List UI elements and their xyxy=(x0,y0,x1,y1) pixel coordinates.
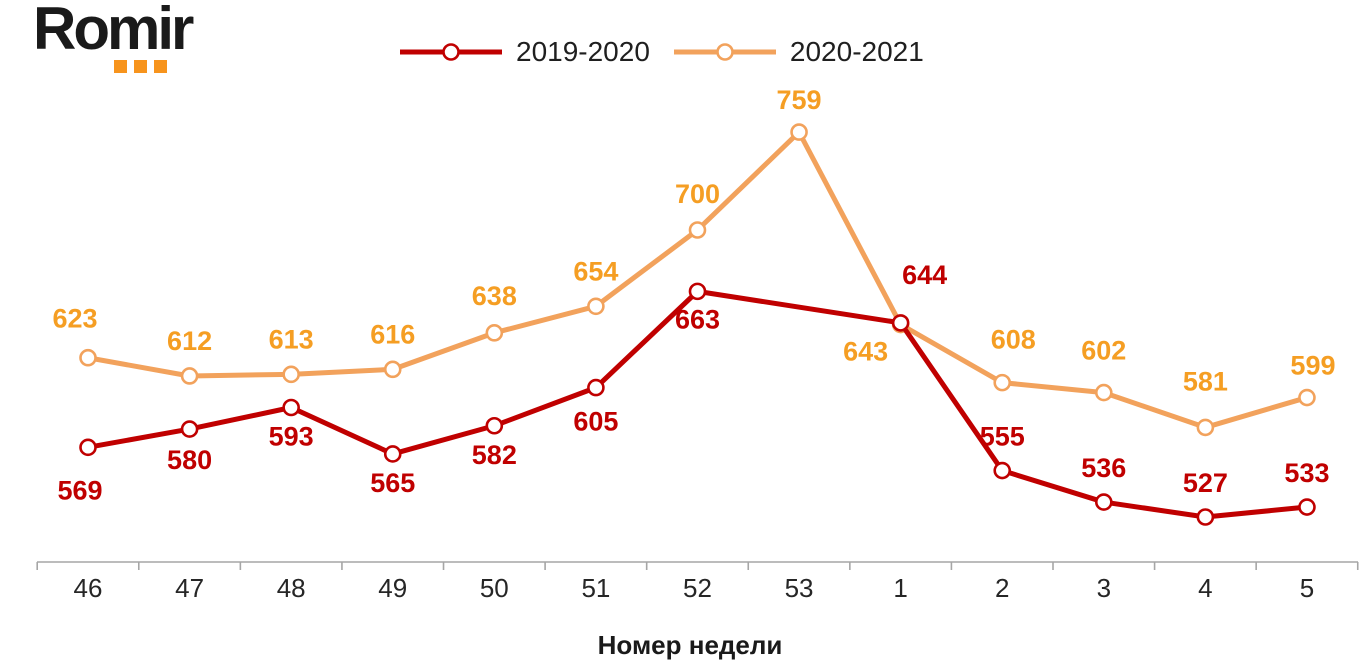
data-label: 580 xyxy=(167,445,212,475)
romir-logo: Romir xyxy=(33,0,194,73)
data-label: 602 xyxy=(1081,336,1126,366)
x-tick-label: 5 xyxy=(1300,573,1314,603)
data-point-marker xyxy=(688,282,707,301)
data-label: 663 xyxy=(675,304,720,334)
data-point-marker xyxy=(587,297,605,316)
x-tick-label: 3 xyxy=(1097,573,1111,603)
romir-logo-text: Romir xyxy=(33,0,194,62)
data-point-marker xyxy=(1095,383,1113,402)
data-label: 533 xyxy=(1284,458,1329,488)
x-tick-label: 50 xyxy=(480,573,509,603)
logo-dot-icon xyxy=(154,60,167,73)
data-label: 700 xyxy=(675,179,720,209)
x-tick-label: 49 xyxy=(378,573,407,603)
data-point-marker xyxy=(1298,498,1316,516)
data-point-marker xyxy=(180,420,199,438)
data-label: 565 xyxy=(370,468,415,498)
data-label: 582 xyxy=(472,440,517,470)
data-label: 643 xyxy=(843,337,888,367)
data-point-marker xyxy=(79,348,97,367)
legend-line-marker-icon xyxy=(400,43,502,61)
data-point-marker xyxy=(790,123,808,141)
data-point-marker xyxy=(587,378,605,397)
data-point-marker xyxy=(1095,493,1113,511)
data-label: 759 xyxy=(777,85,822,115)
data-point-marker xyxy=(282,365,300,384)
series-line-2020-2021 xyxy=(85,129,1310,430)
data-label: 599 xyxy=(1290,351,1335,381)
data-label: 608 xyxy=(991,325,1036,355)
data-label: 638 xyxy=(472,281,517,311)
data-point-marker xyxy=(891,314,910,332)
data-label: 612 xyxy=(167,326,212,356)
series-line-2019-2020 xyxy=(85,288,1310,520)
data-point-marker xyxy=(993,373,1012,392)
data-point-marker xyxy=(1196,508,1215,526)
data-point-marker xyxy=(282,398,300,417)
x-tick-label: 47 xyxy=(175,573,204,603)
x-tick-label: 46 xyxy=(74,573,103,603)
legend-label: 2020-2021 xyxy=(789,36,924,67)
legend-label: 2019-2020 xyxy=(516,36,650,67)
data-label: 605 xyxy=(573,407,618,437)
data-label: 613 xyxy=(269,324,314,354)
x-axis-title: Номер недели xyxy=(597,630,783,660)
x-tick-label: 52 xyxy=(683,573,712,603)
data-label: 581 xyxy=(1183,366,1228,396)
data-point-marker xyxy=(383,360,402,379)
x-tick-label: 53 xyxy=(785,573,814,603)
data-label: 654 xyxy=(573,256,618,286)
data-point-marker xyxy=(1298,388,1316,407)
data-point-marker xyxy=(180,367,199,385)
data-point-marker xyxy=(485,416,504,435)
x-tick-label: 1 xyxy=(893,573,907,603)
data-point-marker xyxy=(688,221,707,239)
x-tick-label: 48 xyxy=(277,573,306,603)
romir-logo-dots xyxy=(114,60,167,73)
logo-dot-icon xyxy=(134,60,147,73)
data-label: 644 xyxy=(902,260,947,290)
data-label: 616 xyxy=(370,319,415,349)
data-label: 623 xyxy=(52,304,97,334)
data-label: 569 xyxy=(57,475,102,505)
legend-item-2020-2021: 2020-2021 xyxy=(672,36,924,68)
logo-dot-icon xyxy=(114,60,127,73)
chart-legend: 2019-2020 2020-2021 xyxy=(398,36,924,68)
x-tick-label: 2 xyxy=(995,573,1009,603)
data-point-marker xyxy=(1196,418,1215,437)
x-tick-label: 4 xyxy=(1198,573,1212,603)
data-label: 536 xyxy=(1081,453,1126,483)
data-point-marker xyxy=(993,461,1012,480)
data-label: 555 xyxy=(980,422,1025,452)
data-point-marker xyxy=(383,445,402,463)
x-tick-label: 51 xyxy=(581,573,610,603)
legend-item-2019-2020: 2019-2020 xyxy=(398,36,650,68)
data-label: 527 xyxy=(1183,468,1228,498)
data-label: 593 xyxy=(269,422,314,452)
data-point-marker xyxy=(485,324,504,342)
legend-line-marker-icon xyxy=(673,43,776,61)
data-point-marker xyxy=(79,438,97,457)
